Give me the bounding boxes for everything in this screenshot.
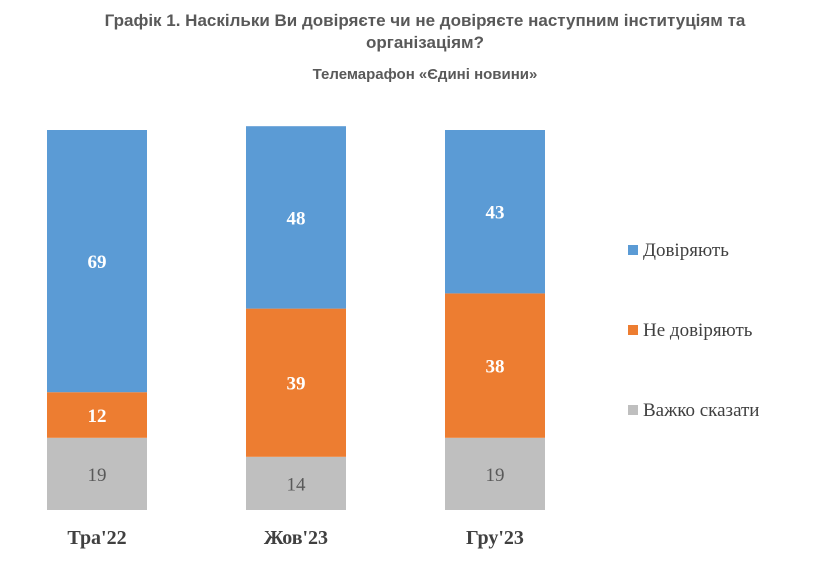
- legend-label-distrust: Не довіряють: [643, 320, 753, 341]
- x-tick-label-1: Тра'22: [67, 527, 126, 549]
- bar-segment-distrust-3: [445, 293, 545, 438]
- chart-subtitle: Телемарафон «Єдині новини»: [312, 66, 538, 83]
- legend-item-distrust: Не довіряють: [628, 320, 752, 342]
- bar-segment-trust-2: [246, 126, 346, 309]
- bar-segment-hard-to-say-3: [445, 437, 545, 510]
- data-label-trust-1: 69: [88, 252, 107, 273]
- bar-segment-trust-1: [47, 130, 147, 393]
- x-tick-label-3: Гру'23: [466, 527, 524, 549]
- data-label-hard-to-say-2: 14: [287, 474, 307, 495]
- bar-segment-hard-to-say-2: [246, 456, 346, 510]
- x-tick-label-2: Жов'23: [264, 527, 328, 549]
- legend-swatch-hard-to-say: [628, 405, 638, 415]
- data-label-trust-3: 43: [486, 203, 505, 224]
- data-label-trust-2: 48: [287, 208, 306, 229]
- legend-item-trust: Довіряють: [628, 240, 729, 262]
- legend-item-hard-to-say: Важко сказати: [628, 400, 759, 422]
- chart-title: Графік 1. Наскільки Ви довіряєте чи не д…: [104, 11, 746, 52]
- data-label-hard-to-say-3: 19: [486, 465, 505, 486]
- bar-segment-trust-3: [445, 130, 545, 294]
- legend-swatch-trust: [628, 245, 638, 255]
- legend-label-trust: Довіряють: [643, 240, 729, 261]
- bar-segment-distrust-1: [47, 392, 147, 438]
- legend-label-hard-to-say: Важко сказати: [643, 400, 760, 421]
- data-label-distrust-1: 12: [88, 406, 107, 427]
- bar-segment-distrust-2: [246, 308, 346, 457]
- data-label-distrust-3: 38: [486, 357, 505, 378]
- legend-swatch-distrust: [628, 325, 638, 335]
- data-label-hard-to-say-1: 19: [88, 465, 107, 486]
- bar-segment-hard-to-say-1: [47, 437, 147, 510]
- data-label-distrust-2: 39: [287, 374, 306, 395]
